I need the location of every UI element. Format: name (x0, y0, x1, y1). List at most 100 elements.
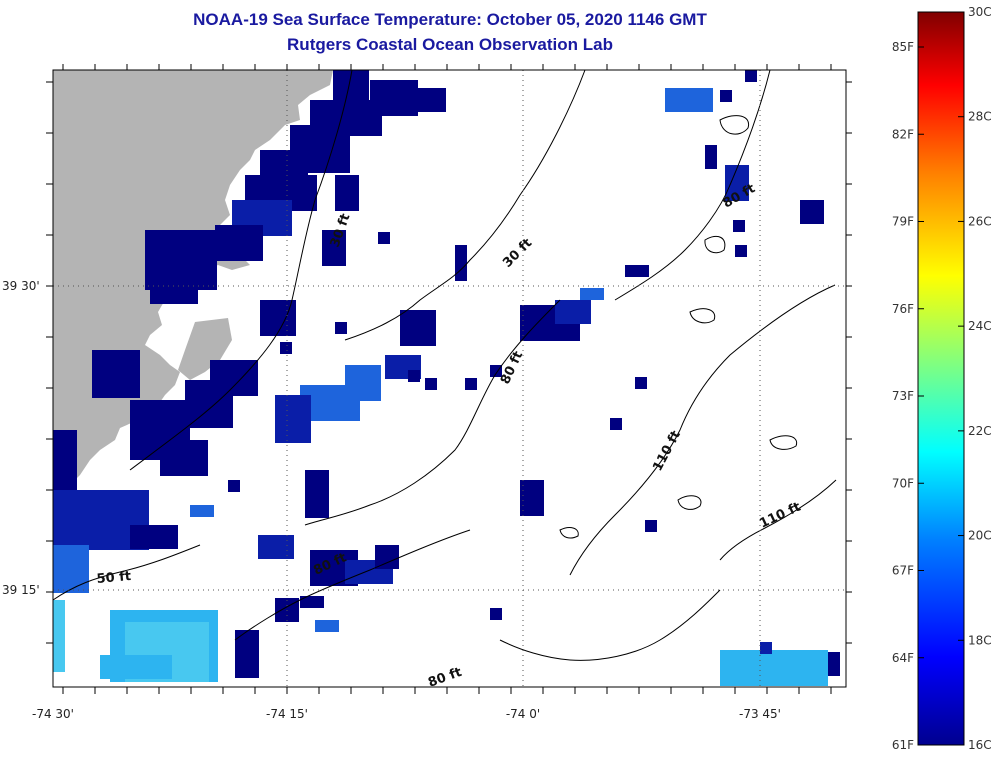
sst-pixel (314, 161, 326, 173)
sst-pixel (567, 312, 579, 324)
sst-pixel (300, 596, 312, 608)
sst-pixel (358, 124, 370, 136)
sst-pixel (275, 431, 287, 443)
lon-label: -74 30' (32, 707, 74, 721)
sst-pixel (326, 149, 338, 161)
sst-pixel (77, 569, 89, 581)
sst-pixel (800, 200, 812, 212)
sst-pixel (260, 150, 272, 162)
sst-pixel (335, 187, 347, 199)
sst-pixel (635, 377, 647, 389)
sst-pixel (455, 269, 467, 281)
sst-pixel (322, 100, 334, 112)
sst-pixel (287, 419, 299, 431)
sst-pixel (65, 442, 77, 454)
sst-pixel (347, 199, 359, 211)
sst-pixel (422, 100, 434, 112)
sst-pixel (244, 200, 256, 212)
sst-pixel (305, 470, 317, 482)
sst-pixel (89, 538, 101, 550)
sst-pixel (110, 610, 122, 622)
sst-pixel (345, 365, 357, 377)
sst-pixel (137, 622, 149, 634)
shoal-5 (677, 495, 702, 510)
sst-pixel (89, 502, 101, 514)
sst-pixel (174, 292, 186, 304)
sst-pixel (100, 655, 112, 667)
sst-pixel (310, 574, 322, 586)
sst-pixel (275, 419, 287, 431)
sst-pixel (145, 254, 157, 266)
sst-pixel (215, 249, 227, 261)
sst-pixel (122, 610, 134, 622)
sst-pixel (804, 650, 816, 662)
sst-pixel (555, 312, 567, 324)
sst-pixel (567, 300, 579, 312)
sst-pixel (382, 104, 394, 116)
sst-pixel (281, 187, 293, 199)
sst-pixel (424, 334, 436, 346)
sst-pixel (169, 254, 181, 266)
sst-pixel (270, 547, 282, 559)
sst-pixel (370, 80, 382, 92)
lat-label: 39 15' (2, 583, 40, 597)
sst-pixel (65, 502, 77, 514)
sst-pixel (336, 409, 348, 421)
sst-pixel (270, 535, 282, 547)
sst-pixel (89, 514, 101, 526)
sst-pixel (235, 654, 247, 666)
sst-pixel (357, 560, 369, 572)
sst-pixel (53, 612, 65, 624)
sst-pixel (287, 395, 299, 407)
axis-ticks (46, 64, 852, 694)
sst-pixel (215, 237, 227, 249)
sst-pixel (136, 667, 148, 679)
sst-pixel (397, 355, 409, 367)
sst-pixel-layer (53, 70, 840, 686)
sst-pixel (272, 162, 284, 174)
sst-pixel (310, 550, 322, 562)
sst-pixel (65, 569, 77, 581)
sst-pixel (209, 404, 221, 416)
sst-pixel (130, 448, 142, 460)
sst-pixel (247, 642, 259, 654)
sst-pixel (720, 650, 732, 662)
sst-pixel (251, 225, 263, 237)
sst-pixel (299, 431, 311, 443)
sst-pixel (412, 310, 424, 322)
sst-pixel (610, 418, 622, 430)
sst-pixel (816, 674, 828, 686)
bathymetry-contours (52, 69, 837, 661)
sst-pixel (148, 667, 160, 679)
sst-pixel (792, 674, 804, 686)
sst-pixel (689, 100, 701, 112)
sst-pixel (280, 200, 292, 212)
sst-pixel (744, 662, 756, 674)
sst-pixel (142, 448, 154, 460)
sst-pixel (544, 329, 556, 341)
sst-pixel (780, 674, 792, 686)
sst-pixel (53, 478, 65, 490)
sst-pixel (385, 367, 397, 379)
sst-pixel (182, 610, 194, 622)
sst-pixel (333, 70, 345, 82)
contour-80ft-d (499, 589, 721, 661)
sst-pixel (239, 249, 251, 261)
sst-pixel (101, 502, 113, 514)
sst-pixel (162, 292, 174, 304)
sst-pixel (532, 504, 544, 516)
sst-pixel (305, 494, 317, 506)
sst-pixel (760, 642, 772, 654)
sst-pixel (828, 652, 840, 664)
sst-pixel (157, 254, 169, 266)
sst-pixel (157, 242, 169, 254)
sst-pixel (756, 674, 768, 686)
sst-pixel (215, 225, 227, 237)
sst-pixel (314, 149, 326, 161)
sst-pixel (184, 452, 196, 464)
sst-pixel (166, 537, 178, 549)
sst-pixel (397, 367, 409, 379)
sst-pixel (338, 149, 350, 161)
sst-pixel (305, 187, 317, 199)
sst-pixel (178, 412, 190, 424)
